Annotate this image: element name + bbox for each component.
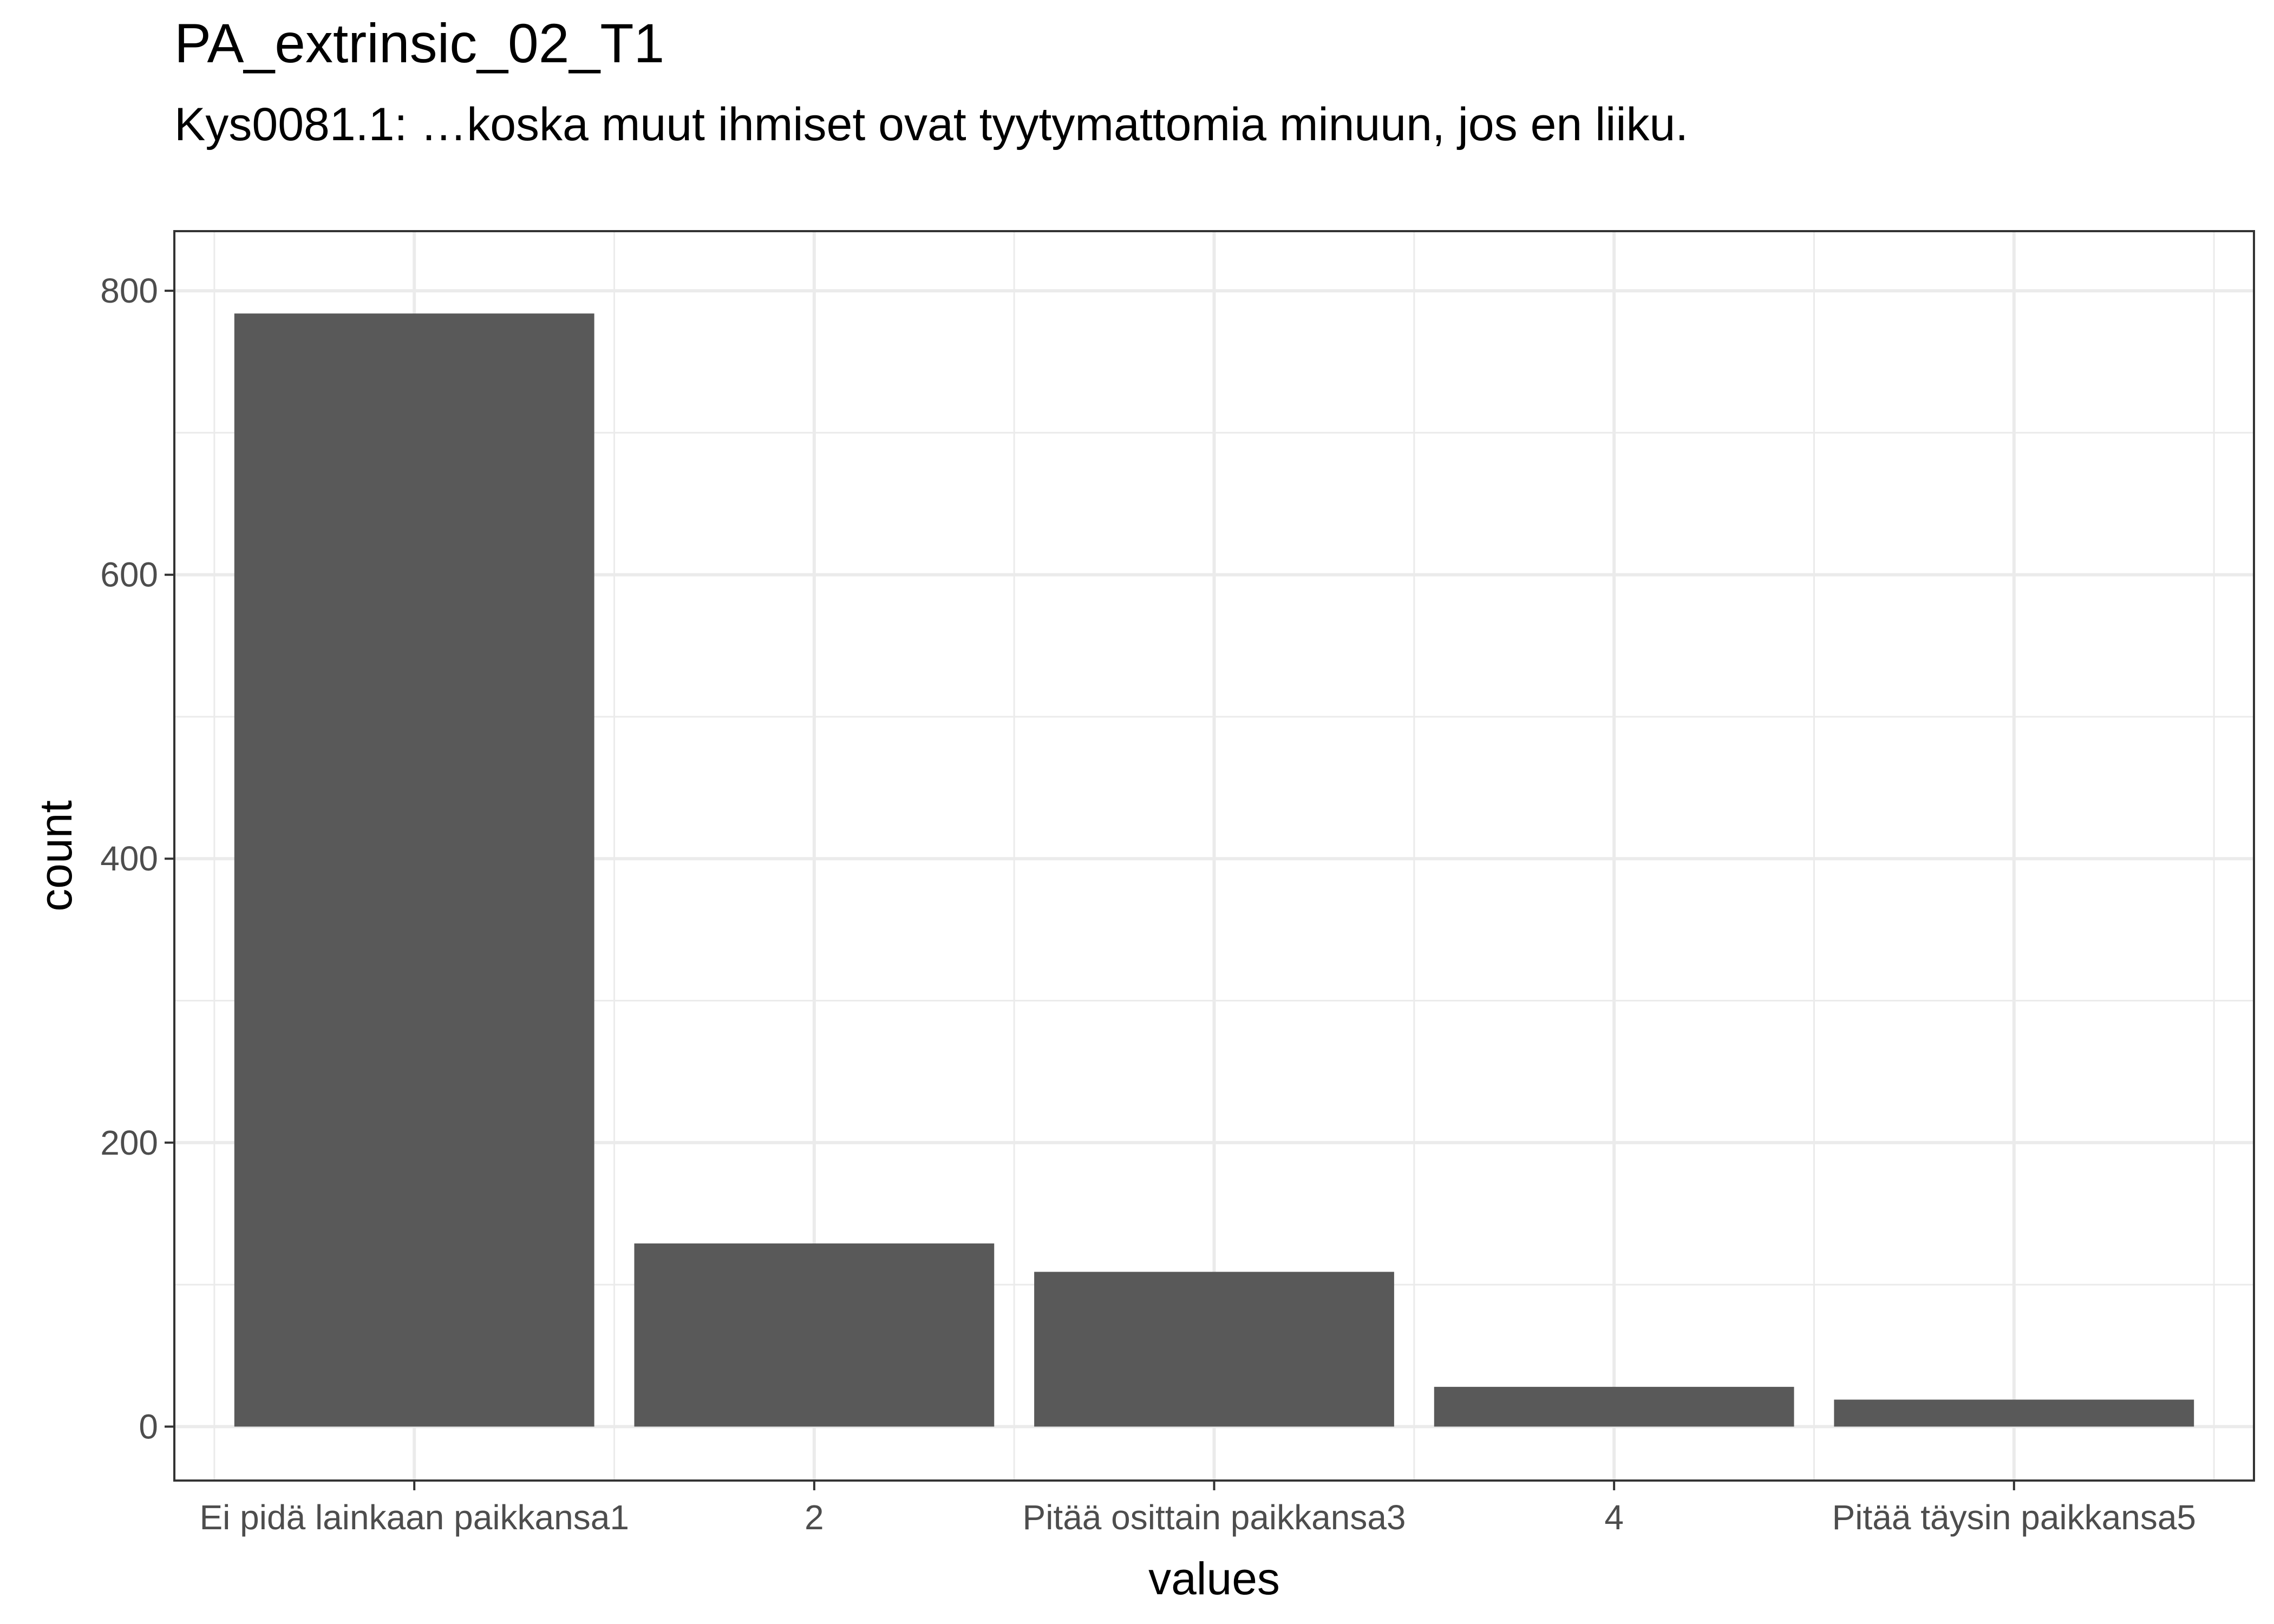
y-tick-label: 400 (100, 839, 158, 878)
y-tick-label: 200 (100, 1123, 158, 1162)
bars (234, 313, 2194, 1427)
bar-1 (234, 313, 594, 1427)
axes: 0 200 400 600 800 Ei pidä lainkaan paikkansa1… (100, 271, 2196, 1537)
x-tick-label: 4 (1604, 1498, 1624, 1537)
y-axis-label: count (30, 800, 81, 912)
bar-3 (1034, 1272, 1394, 1427)
bar-2 (634, 1243, 995, 1427)
x-tick-label: 2 (805, 1498, 824, 1537)
x-tick-label: Pitää täysin paikkansa5 (1832, 1498, 2196, 1537)
chart-subtitle: Kys0081.1: …koska muut ihmiset ovat tyyt… (174, 99, 1689, 150)
x-tick-label: Ei pidä lainkaan paikkansa1 (199, 1498, 629, 1537)
x-tick-label: Pitää osittain paikkansa3 (1023, 1498, 1406, 1537)
bar-5 (1834, 1399, 2194, 1427)
bar-4 (1434, 1386, 1794, 1427)
y-tick-label: 600 (100, 555, 158, 594)
chart-title: PA_extrinsic_02_T1 (174, 12, 665, 74)
y-tick-label: 0 (139, 1407, 158, 1446)
x-axis-label: values (1148, 1553, 1280, 1604)
y-tick-label: 800 (100, 271, 158, 310)
